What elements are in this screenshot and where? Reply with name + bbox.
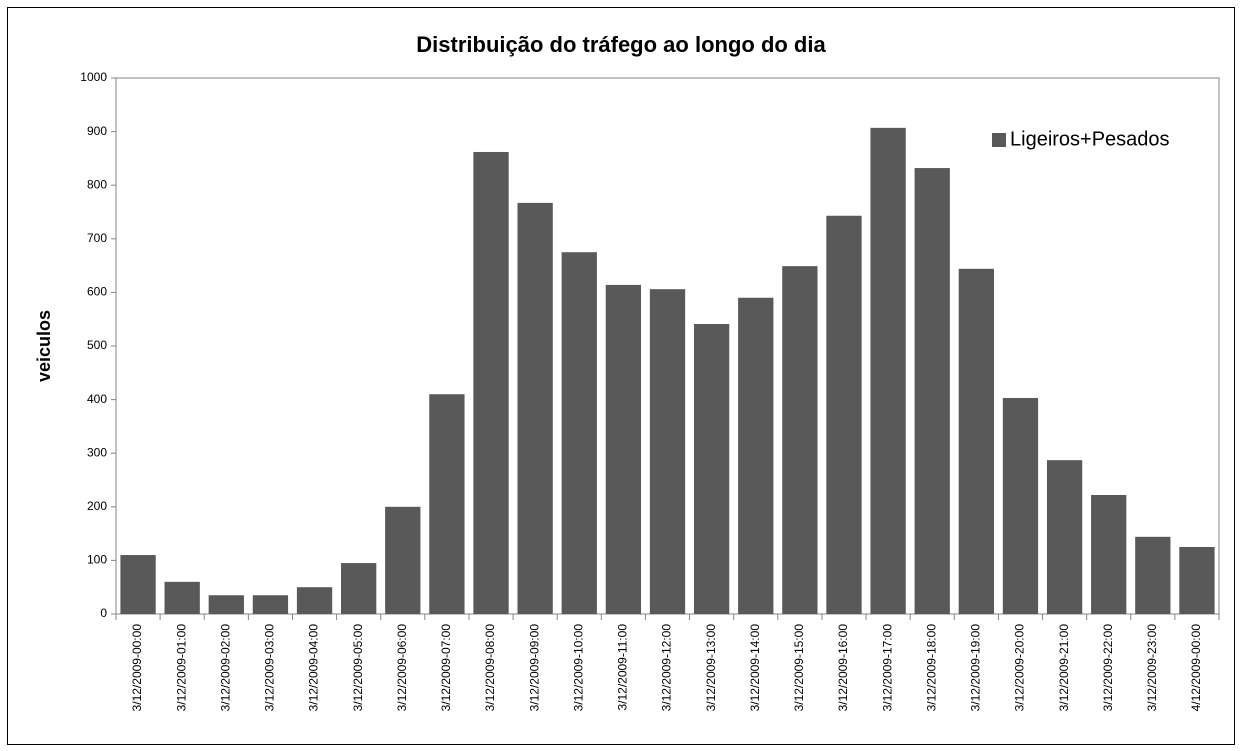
bar bbox=[914, 168, 950, 614]
bar bbox=[738, 297, 774, 614]
x-tick-label: 3/12/2009-17:00 bbox=[880, 624, 894, 712]
y-tick-label: 500 bbox=[87, 338, 107, 352]
bar bbox=[252, 595, 289, 614]
x-tick-label: 3/12/2009-21:00 bbox=[1057, 624, 1071, 712]
x-tick-label: 3/12/2009-13:00 bbox=[704, 624, 718, 712]
bar bbox=[341, 563, 377, 614]
bar bbox=[208, 595, 244, 614]
y-tick-label: 300 bbox=[87, 445, 107, 459]
x-tick-label: 3/12/2009-22:00 bbox=[1101, 624, 1115, 712]
x-tick-label: 3/12/2009-15:00 bbox=[792, 624, 806, 712]
x-tick-label: 3/12/2009-08:00 bbox=[483, 624, 497, 712]
x-tick-label: 4/12/2009-00:00 bbox=[1189, 624, 1203, 712]
x-tick-label: 3/12/2009-18:00 bbox=[924, 624, 938, 712]
x-tick-label: 3/12/2009-09:00 bbox=[527, 624, 541, 712]
y-tick-label: 900 bbox=[87, 124, 107, 138]
legend-label: Ligeiros+Pesados bbox=[1010, 128, 1170, 150]
bar bbox=[429, 394, 465, 614]
bar bbox=[296, 587, 333, 614]
bar bbox=[605, 284, 642, 614]
x-tick-label: 3/12/2009-05:00 bbox=[351, 624, 365, 712]
bar bbox=[385, 506, 421, 614]
x-tick-label: 3/12/2009-00:00 bbox=[130, 624, 144, 712]
x-tick-label: 3/12/2009-19:00 bbox=[969, 624, 983, 712]
bar bbox=[473, 151, 509, 614]
x-tick-label: 3/12/2009-20:00 bbox=[1013, 624, 1027, 712]
bar bbox=[1179, 547, 1215, 614]
y-axis-label: veiculos bbox=[34, 310, 54, 382]
y-tick-label: 600 bbox=[87, 285, 107, 299]
x-tick-label: 3/12/2009-12:00 bbox=[660, 624, 674, 712]
bar bbox=[958, 268, 994, 614]
y-tick-label: 0 bbox=[100, 606, 107, 620]
x-tick-label: 3/12/2009-02:00 bbox=[218, 624, 232, 712]
y-tick-label: 200 bbox=[87, 499, 107, 513]
x-tick-label: 3/12/2009-23:00 bbox=[1145, 624, 1159, 712]
x-tick-label: 3/12/2009-14:00 bbox=[748, 624, 762, 712]
bar bbox=[120, 555, 156, 614]
bar bbox=[693, 324, 730, 614]
x-tick-label: 3/12/2009-04:00 bbox=[307, 624, 321, 712]
y-tick-label: 700 bbox=[87, 231, 107, 245]
bar bbox=[782, 266, 818, 614]
y-tick-label: 100 bbox=[87, 553, 107, 567]
bar bbox=[1135, 536, 1171, 614]
y-tick-label: 1000 bbox=[80, 70, 107, 84]
bar bbox=[164, 581, 200, 614]
x-tick-label: 3/12/2009-11:00 bbox=[616, 624, 630, 711]
x-tick-label: 3/12/2009-03:00 bbox=[263, 624, 277, 712]
bar bbox=[561, 252, 597, 614]
x-tick-label: 3/12/2009-16:00 bbox=[836, 624, 850, 712]
y-tick-label: 800 bbox=[87, 177, 107, 191]
bar bbox=[517, 202, 553, 614]
bar bbox=[649, 289, 686, 614]
bar bbox=[826, 215, 862, 614]
bar bbox=[870, 127, 906, 615]
legend-swatch bbox=[992, 133, 1006, 147]
bar bbox=[1002, 397, 1039, 614]
y-tick-label: 400 bbox=[87, 392, 107, 406]
chart-title: Distribuição do tráfego ao longo do dia bbox=[416, 32, 826, 57]
x-tick-label: 3/12/2009-06:00 bbox=[395, 624, 409, 712]
bar bbox=[1091, 495, 1127, 614]
x-tick-label: 3/12/2009-01:00 bbox=[174, 624, 188, 712]
x-tick-label: 3/12/2009-10:00 bbox=[571, 624, 585, 712]
x-tick-label: 3/12/2009-07:00 bbox=[439, 624, 453, 712]
bar bbox=[1046, 460, 1083, 614]
